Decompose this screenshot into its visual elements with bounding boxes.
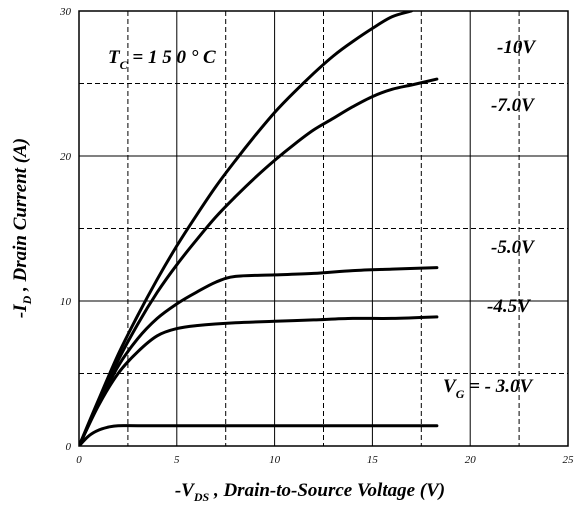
curve-label: -7.0V bbox=[491, 95, 535, 116]
tick-labels: 0 5 10 15 20 25 0 10 20 30 bbox=[59, 6, 574, 466]
annotation-subscript: C bbox=[120, 58, 129, 72]
x-axis-title-prefix: -V bbox=[175, 480, 195, 501]
vg-label-prefix: V bbox=[443, 376, 457, 397]
x-tick-label: 5 bbox=[174, 454, 180, 466]
y-tick-label: 30 bbox=[59, 6, 72, 18]
plot-frame bbox=[78, 10, 569, 447]
series-lines bbox=[79, 11, 439, 446]
y-axis-title-prefix: -I bbox=[10, 304, 31, 318]
x-tick-label: 15 bbox=[367, 454, 379, 466]
grid-lines bbox=[79, 11, 568, 446]
series-line-1 bbox=[79, 77, 439, 446]
x-axis-title-subscript: DS bbox=[193, 490, 210, 504]
y-tick-label: 20 bbox=[60, 151, 72, 163]
vg-label-subscript: G bbox=[456, 387, 465, 401]
curve-label: -5.0V bbox=[491, 237, 535, 258]
x-axis-title: -VDS , Drain-to-Source Voltage (V) bbox=[175, 480, 445, 504]
vg-curve-label: VG = - 3.0V bbox=[443, 376, 534, 401]
curve-label: -4.5V bbox=[487, 296, 531, 317]
curve-labels: -10V -7.0V -5.0V -4.5V bbox=[487, 37, 536, 317]
x-axis-title-suffix: , Drain-to-Source Voltage (V) bbox=[209, 480, 445, 501]
series-line-3 bbox=[79, 315, 439, 446]
y-axis-title-subscript: D bbox=[20, 295, 34, 305]
x-tick-label: 20 bbox=[465, 454, 477, 466]
annotation-suffix: = 1 5 0 ° C bbox=[128, 47, 216, 68]
y-axis-title: -ID , Drain Current (A) bbox=[10, 138, 34, 318]
x-tick-label: 0 bbox=[76, 454, 82, 466]
temperature-annotation: TC = 1 5 0 ° C bbox=[108, 47, 216, 72]
y-axis-title-suffix: , Drain Current (A) bbox=[10, 138, 31, 296]
series-line-2 bbox=[79, 266, 439, 446]
vg-label-suffix: = - 3.0V bbox=[464, 376, 533, 397]
annotation-prefix: T bbox=[108, 47, 121, 68]
y-tick-label: 10 bbox=[60, 296, 72, 308]
series-line-4 bbox=[79, 424, 439, 446]
x-tick-label: 10 bbox=[269, 454, 281, 466]
curve-label: -10V bbox=[497, 37, 536, 58]
x-tick-label: 25 bbox=[563, 454, 575, 466]
y-tick-label: 0 bbox=[66, 441, 72, 453]
series-line-0 bbox=[79, 11, 413, 446]
